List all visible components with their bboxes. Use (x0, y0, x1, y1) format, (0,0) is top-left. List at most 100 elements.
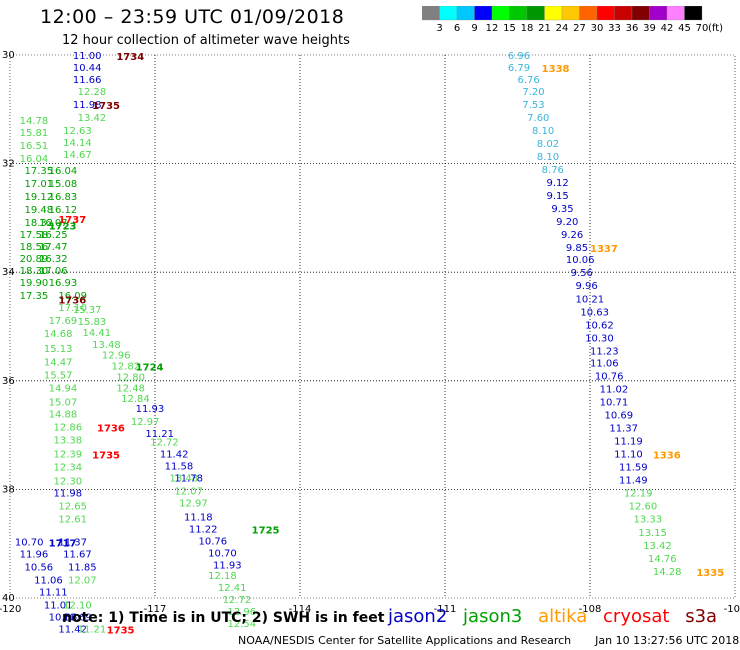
wave-height-value: 15.07 (49, 397, 78, 408)
wave-height-value: 10.86 (49, 612, 78, 623)
wave-height-value: 9.56 (571, 268, 593, 279)
wave-height-value: 8.10 (537, 152, 559, 163)
wave-height-value: 12.84 (121, 394, 150, 405)
wave-height-value: 11.66 (73, 75, 102, 86)
lon-tick-label: -120 (0, 604, 21, 615)
wave-height-value: 11.22 (189, 524, 218, 535)
pass-time-label: 1338 (542, 64, 570, 75)
wave-height-value: 10.63 (580, 307, 609, 318)
wave-height-value: 12.97 (179, 498, 208, 509)
wave-height-value: 15.83 (78, 317, 107, 328)
lon-tick-label: -114 (289, 604, 312, 615)
wave-height-value: 10.69 (605, 410, 634, 421)
wave-height-value: 9.20 (556, 217, 578, 228)
colorbar-label: 27 (573, 23, 586, 34)
pass-time-label: 1734 (116, 52, 144, 63)
wave-height-value: 18.32 (25, 218, 54, 229)
wave-height-value: 16.51 (20, 141, 49, 152)
wave-height-value: 14.76 (648, 554, 677, 565)
wave-height-value: 12.80 (116, 372, 145, 383)
wave-height-value: 12.72 (150, 438, 179, 449)
wave-height-value: 16.93 (49, 278, 78, 289)
wave-height-value: 15.13 (44, 344, 73, 355)
wave-height-value: 18.30 (20, 266, 49, 277)
lon-tick-label: -111 (434, 604, 457, 615)
wave-height-value: 12.39 (54, 450, 83, 461)
wave-height-value: 14.68 (44, 329, 73, 340)
wave-height-value: 14.28 (653, 567, 682, 578)
wave-height-value: 12.82 (112, 362, 141, 373)
wave-height-value: 16.04 (20, 154, 49, 165)
wave-height-value: 12.41 (218, 583, 247, 594)
wave-height-value: 12.10 (63, 601, 92, 612)
pass-time-label: 1735 (92, 451, 120, 462)
wave-height-value: 13.33 (634, 515, 663, 526)
pass-time-label: 1736 (58, 295, 86, 306)
wave-height-value: 15.08 (49, 179, 78, 190)
legend-jason3: jason3 (463, 606, 523, 627)
wave-height-value: 17.35 (25, 166, 54, 177)
colorbar-label: 30 (591, 23, 604, 34)
wave-height-value: 14.14 (63, 138, 92, 149)
wave-height-value: 11.06 (34, 576, 63, 587)
pass-time-label: 1335 (696, 568, 724, 579)
wave-height-value: 10.70 (15, 538, 44, 549)
pass-time-label: 1725 (252, 525, 280, 536)
wave-height-value: 9.85 (566, 243, 588, 254)
footer: NOAA/NESDIS Center for Satellite Applica… (238, 634, 739, 647)
lat-tick-label: 40 (2, 593, 15, 604)
wave-height-value: 19.90 (20, 278, 49, 289)
wave-height-value: 11.18 (184, 513, 213, 524)
wave-height-value: 6.96 (508, 51, 530, 62)
colorbar-label: 39 (643, 23, 656, 34)
wave-height-value: 11.11 (39, 587, 68, 598)
wave-height-value: 11.93 (213, 560, 242, 571)
wave-height-value: 11.42 (58, 624, 87, 635)
colorbar-label: 21 (538, 23, 551, 34)
colorbar-label: 18 (521, 23, 534, 34)
colorbar-label: 24 (556, 23, 569, 34)
wave-height-value: 12.48 (116, 383, 145, 394)
wave-height-value: 16.12 (49, 205, 78, 216)
wave-height-value: 11.37 (58, 538, 87, 549)
wave-height-value: 13.15 (638, 528, 667, 539)
colorbar-labels: 3 6 9 12 15 18 21 24 27 30 33 36 39 42 45 70 (ft) (436, 23, 723, 34)
wave-height-value: 19.12 (25, 192, 54, 203)
map-axis-ticks: -120 -117 -114 -111 -108 -105 30 32 34 36 38 40 (0, 50, 740, 615)
colorbar-label: 36 (626, 23, 639, 34)
wave-height-value: 11.78 (174, 473, 203, 484)
wave-height-value: 7.20 (522, 87, 544, 98)
wave-height-value: 11.02 (600, 384, 629, 395)
wave-height-value: 10.06 (566, 255, 595, 266)
wave-height-value: 17.10 (58, 303, 87, 314)
legend-jason2: jason2 (388, 606, 448, 627)
wave-height-value: 11.10 (614, 450, 643, 461)
colorbar-label: 45 (678, 23, 691, 34)
wave-height-value: 17.06 (39, 266, 68, 277)
colorbar-label: 33 (608, 23, 621, 34)
wave-height-value: 11.42 (160, 450, 189, 461)
wave-height-value: 10.70 (208, 548, 237, 559)
wave-height-value: 9.26 (561, 230, 583, 241)
legend-s3a: s3a (685, 606, 718, 627)
wave-height-value: 10.44 (73, 63, 102, 74)
wave-height-value: 12.34 (54, 463, 83, 474)
wave-height-value: 9.15 (547, 191, 569, 202)
colorbar-label: 12 (486, 23, 499, 34)
pass-time-label: 1735 (107, 625, 135, 636)
wave-height-value: 11.93 (136, 404, 165, 415)
wave-height-value: 12.07 (174, 486, 203, 497)
wave-height-value: 12.65 (58, 502, 87, 513)
wave-height-value: 17.35 (20, 291, 49, 302)
wave-height-value: 13.48 (170, 473, 199, 484)
wave-height-value: 16.83 (49, 192, 78, 203)
lat-tick-label: 36 (2, 376, 15, 387)
lon-tick-label: -105 (724, 604, 740, 615)
wave-height-value: 11.67 (63, 549, 92, 560)
wave-height-value: 10.30 (585, 333, 614, 344)
wave-height-value: 16.04 (49, 166, 78, 177)
colorbar-label: 15 (503, 23, 516, 34)
wave-height-value: 12.54 (228, 619, 257, 630)
satellite-legend: jason2 jason3 altika cryosat s3a (388, 606, 727, 627)
